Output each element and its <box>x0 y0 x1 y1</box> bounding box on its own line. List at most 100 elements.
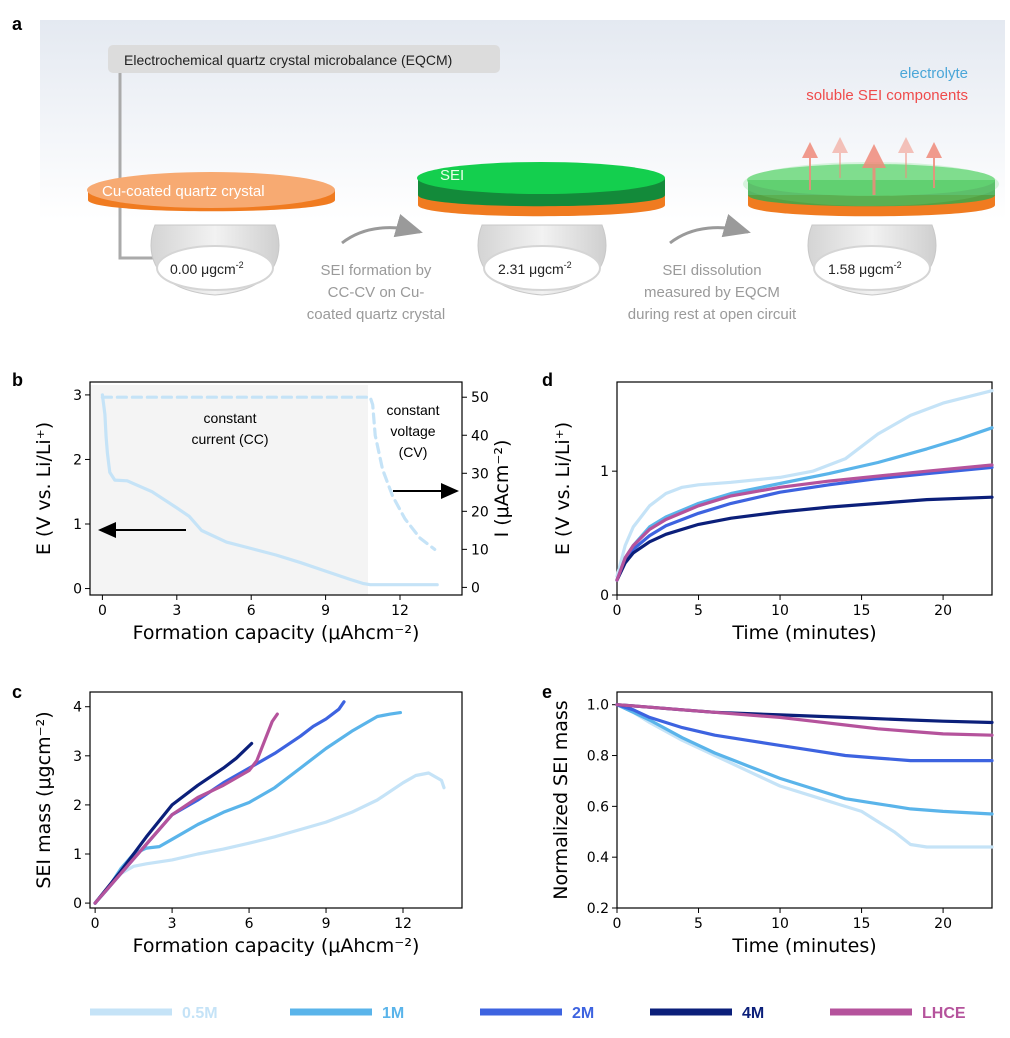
y2-tick-label: 0 <box>471 580 480 596</box>
x-tick-label: 15 <box>853 916 871 932</box>
x-tick-label: 0 <box>98 603 107 619</box>
plot-frame <box>89 381 463 596</box>
y-tick-label: 1 <box>73 517 82 533</box>
legend-soluble-sei: soluble SEI components <box>806 87 968 104</box>
cc-region-shading <box>90 385 368 595</box>
sei-label: SEI <box>440 167 464 184</box>
x-tick-label: 6 <box>245 916 254 932</box>
panel-a: a Electrochemical quartz crystal microba… <box>12 14 1005 323</box>
y2-tick-label: 20 <box>471 504 489 520</box>
y-tick-label: 3 <box>73 749 82 765</box>
series-line-05m <box>615 703 994 849</box>
step-2-arrow-icon <box>669 213 751 245</box>
series-line-lhce <box>615 463 994 582</box>
y2-tick-label: 40 <box>471 428 489 444</box>
x-axis-label: Formation capacity (μAhcm⁻²) <box>133 622 420 644</box>
y-tick-label: 1 <box>73 847 82 863</box>
eqcm-connector-line <box>118 73 165 260</box>
step-1-arrow-icon <box>341 213 423 245</box>
y2-tick-label: 10 <box>471 542 489 558</box>
step-2-line-1: SEI dissolution <box>662 262 761 279</box>
eqcm-label: Electrochemical quartz crystal microbala… <box>124 52 452 68</box>
y-tick-label: 0.2 <box>587 901 609 917</box>
series-line-curve-1 <box>100 395 437 552</box>
y-tick-label: 0 <box>600 588 609 604</box>
y-tick-label: 0.4 <box>587 850 609 866</box>
series-line-lhce <box>93 712 279 905</box>
x-tick-label: 6 <box>247 603 256 619</box>
y-tick-label: 4 <box>73 700 82 716</box>
x-tick-label: 20 <box>934 603 952 619</box>
mass-1: 0.00 μgcm-2 <box>170 260 244 277</box>
series-line-4m <box>615 495 994 582</box>
mass-2: 2.31 μgcm-2 <box>498 260 572 277</box>
series-line-2m <box>93 700 346 905</box>
y-axis-label: E (V vs. Li/Li⁺) <box>33 422 55 555</box>
dissolution-arrows-icon <box>802 137 942 195</box>
y-tick-label: 2 <box>73 798 82 814</box>
panel-c-letter: c <box>12 682 22 702</box>
x-tick-label: 20 <box>934 916 952 932</box>
x-tick-label: 9 <box>322 916 331 932</box>
series-line-05m <box>615 389 994 579</box>
x-tick-label: 12 <box>394 916 412 932</box>
legend-label: 0.5M <box>182 1005 218 1022</box>
step-2-line-2: measured by EQCM <box>644 284 780 301</box>
panel-b-letter: b <box>12 370 23 390</box>
legend-label: 4M <box>742 1005 764 1022</box>
panel-e-letter: e <box>542 682 552 702</box>
legend-label: 1M <box>382 1005 404 1022</box>
annot-cv-3: (CV) <box>399 444 428 460</box>
y2-axis-label: I (μAcm⁻²) <box>491 440 513 538</box>
plot-frame <box>616 691 993 909</box>
plot-frame <box>616 381 993 596</box>
eqcm-label-box <box>108 45 500 73</box>
legend-electrolyte: electrolyte <box>900 65 968 82</box>
panel-e: e 0 5 10 15 20 0.2 0.4 0.6 0.8 1.0 Time (minutes) N… <box>542 682 994 957</box>
stand-2: 2.31 μgcm-2 <box>477 224 607 296</box>
plot-frame <box>89 691 463 909</box>
series-line-4m <box>93 741 254 905</box>
annot-cc-1: constant <box>204 410 257 426</box>
panel-d-letter: d <box>542 370 553 390</box>
y2-tick-label: 30 <box>471 466 489 482</box>
disk-1-cu-crystal: Cu-coated quartz crystal <box>87 172 335 212</box>
disk-3-dissolved <box>743 162 999 217</box>
y-tick-label: 0 <box>73 896 82 912</box>
crystal-label: Cu-coated quartz crystal <box>102 183 265 200</box>
y-axis-label: E (V vs. Li/Li⁺) <box>552 422 574 555</box>
mass-3: 1.58 μgcm-2 <box>828 260 902 277</box>
x-axis-label: Time (minutes) <box>731 622 876 644</box>
x-tick-label: 3 <box>168 916 177 932</box>
annot-cv-2: voltage <box>390 423 435 439</box>
x-tick-label: 0 <box>613 916 622 932</box>
y-tick-label: 0 <box>73 582 82 598</box>
legend-label: 2M <box>572 1005 594 1022</box>
y2-tick-label: 50 <box>471 390 489 406</box>
annot-cv-1: constant <box>387 402 440 418</box>
x-tick-label: 3 <box>172 603 181 619</box>
x-tick-label: 0 <box>91 916 100 932</box>
series-line-1m <box>615 426 994 582</box>
series-line-1m <box>93 710 402 905</box>
step-1-line-3: coated quartz crystal <box>307 306 445 323</box>
y-tick-label: 1.0 <box>587 698 609 714</box>
panel-d: d 0 5 10 15 20 0 1 Time (minutes) E (V vs. Li/Li… <box>542 370 994 644</box>
stand-1: 0.00 μgcm-2 <box>150 224 280 296</box>
x-tick-label: 9 <box>321 603 330 619</box>
x-tick-label: 10 <box>771 603 789 619</box>
y-axis-label: Normalized SEI mass <box>550 700 572 899</box>
stand-3: 1.58 μgcm-2 <box>807 224 937 296</box>
series-line-curve-0 <box>100 393 439 587</box>
y-tick-label: 0.8 <box>587 749 609 765</box>
series-line-lhce <box>615 703 994 737</box>
x-tick-label: 0 <box>613 603 622 619</box>
x-tick-label: 5 <box>694 603 703 619</box>
y-tick-label: 2 <box>73 452 82 468</box>
step-1-line-1: SEI formation by <box>321 262 432 279</box>
x-axis-label: Formation capacity (μAhcm⁻²) <box>133 935 420 957</box>
y-tick-label: 0.6 <box>587 799 609 815</box>
